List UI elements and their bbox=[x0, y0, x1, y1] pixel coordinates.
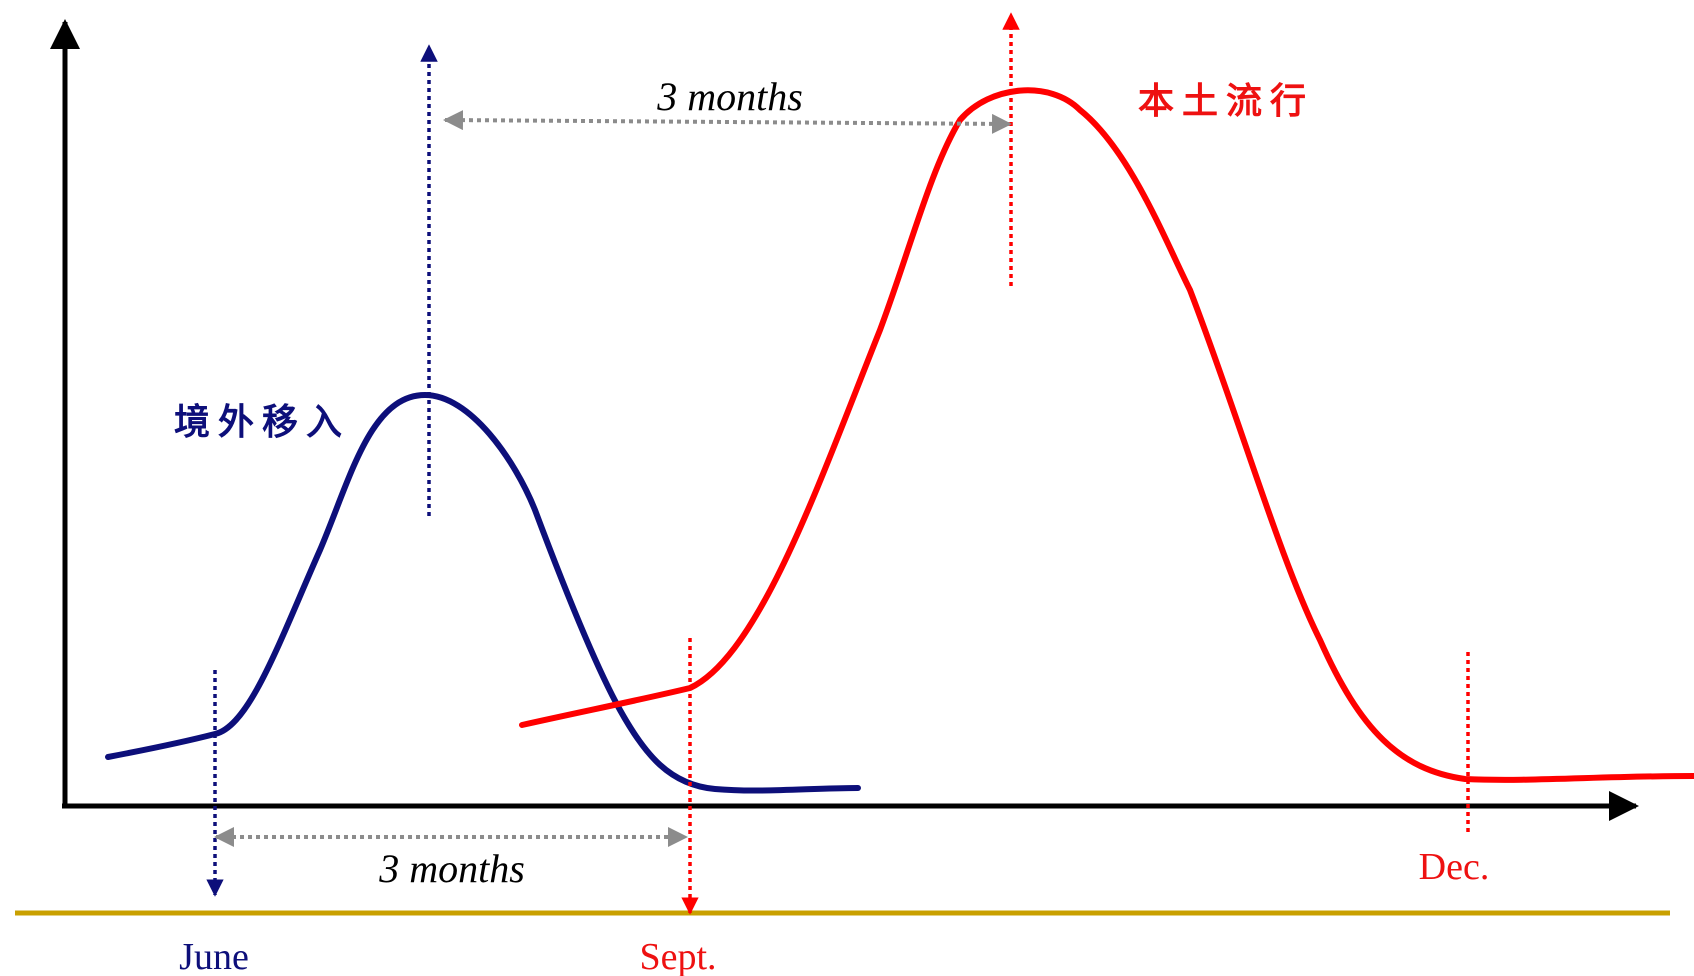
local-epidemic-label: 本土流行 bbox=[1138, 81, 1314, 122]
interval-arrow-top bbox=[443, 110, 1012, 134]
imported-cases-curve bbox=[105, 391, 861, 794]
month-label-dec: Dec. bbox=[1419, 846, 1490, 888]
imported-cases-label: 境外移入 bbox=[174, 402, 350, 443]
local-epidemic-curve bbox=[519, 87, 1694, 783]
interval-label-top: 3 months bbox=[656, 74, 803, 119]
interval-label-bottom: 3 months bbox=[378, 846, 525, 891]
month-label-sept: Sept. bbox=[639, 936, 716, 976]
month-label-june: June bbox=[179, 936, 249, 976]
